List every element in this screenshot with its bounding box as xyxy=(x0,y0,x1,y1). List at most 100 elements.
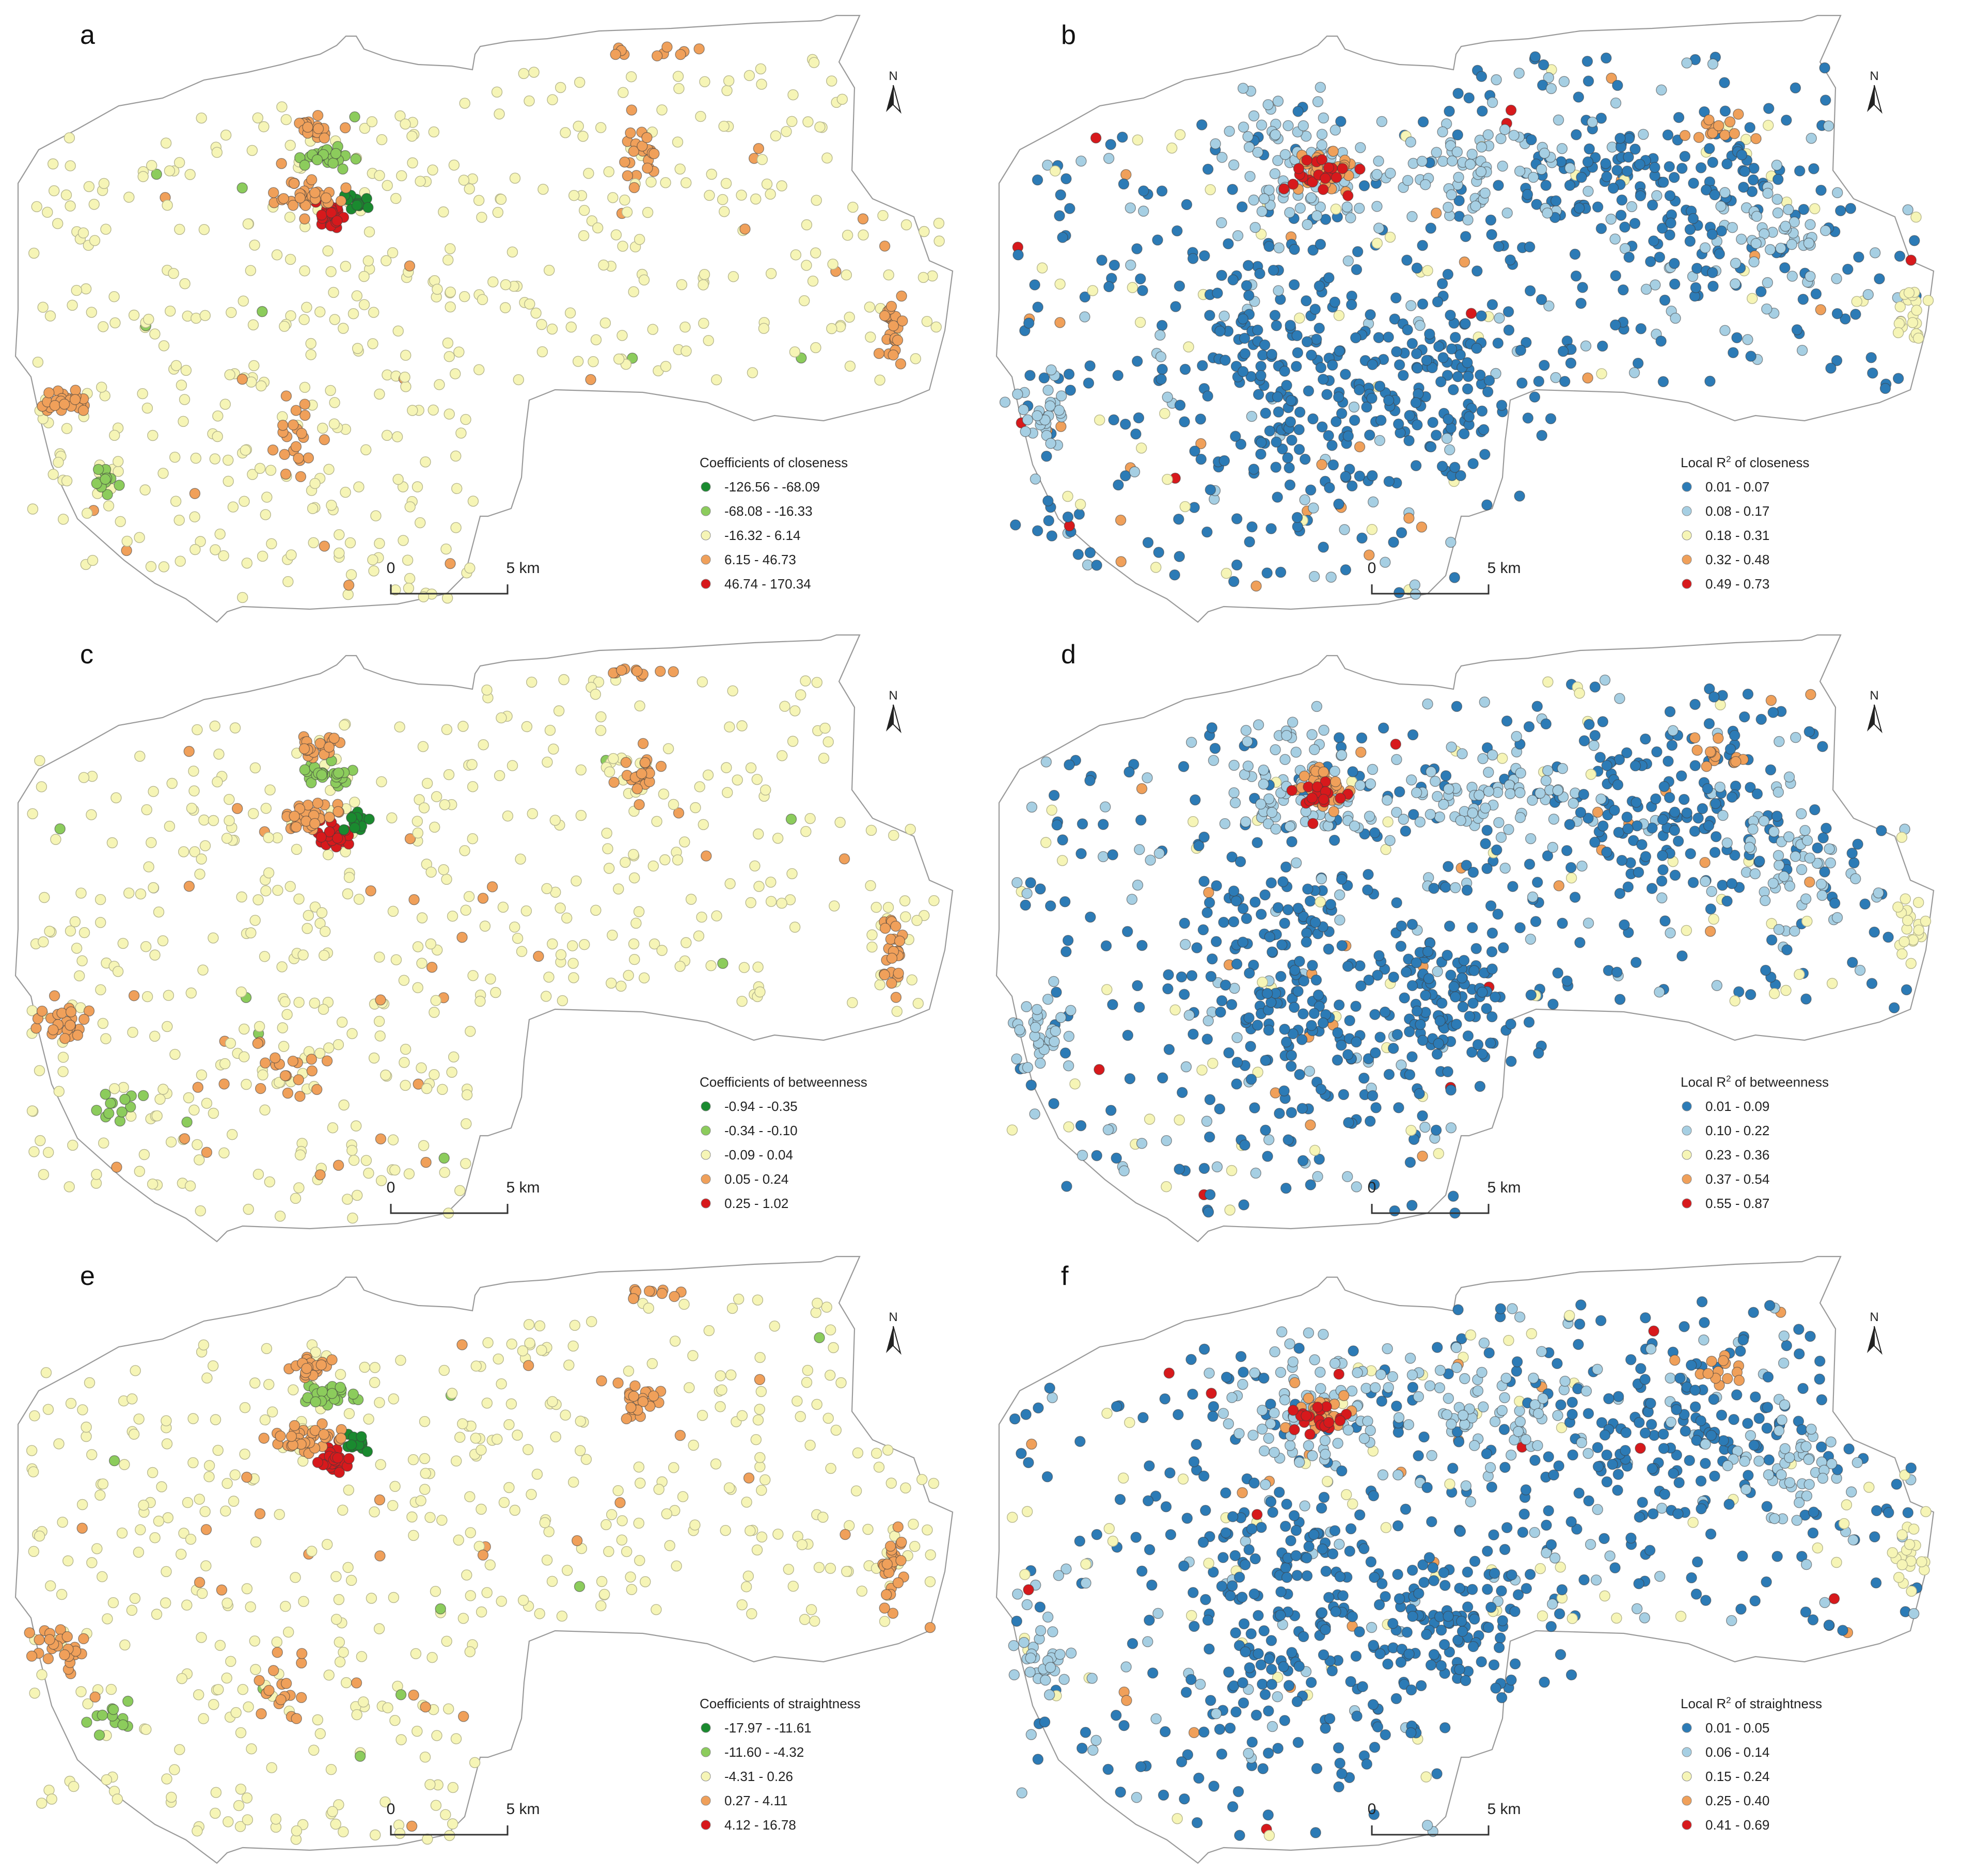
sample-point xyxy=(658,788,670,800)
sample-point xyxy=(754,1352,766,1363)
sample-point xyxy=(443,1703,454,1714)
sample-point xyxy=(543,264,555,276)
sample-point xyxy=(770,130,782,141)
sample-point xyxy=(795,1411,806,1422)
sample-point xyxy=(1601,52,1612,64)
sample-point xyxy=(1491,74,1502,86)
sample-point xyxy=(638,274,650,285)
sample-point xyxy=(1583,185,1594,197)
sample-point xyxy=(617,241,628,252)
legend-class-label: -17.97 - -11.61 xyxy=(724,1720,812,1736)
sample-point xyxy=(1810,288,1822,299)
sample-point xyxy=(406,1820,418,1832)
sample-point xyxy=(444,351,455,362)
sample-point xyxy=(1228,787,1240,799)
sample-point xyxy=(1134,844,1145,855)
sample-point xyxy=(1318,542,1329,553)
sample-point xyxy=(1145,854,1156,866)
sample-point xyxy=(183,881,195,892)
sample-point xyxy=(169,1764,180,1775)
sample-point xyxy=(492,206,503,218)
sample-point xyxy=(1199,250,1210,262)
sample-point xyxy=(1781,944,1793,956)
sample-point xyxy=(1789,926,1800,937)
sample-point xyxy=(1100,940,1112,951)
sample-point xyxy=(787,1581,799,1592)
sample-point xyxy=(1253,389,1264,400)
sample-point xyxy=(408,1530,419,1541)
sample-point xyxy=(1333,999,1345,1011)
legend-swatch xyxy=(1682,1125,1692,1136)
sample-point xyxy=(1059,896,1071,908)
sample-point xyxy=(1651,190,1663,201)
sample-point xyxy=(1539,148,1550,159)
sample-point xyxy=(407,1454,419,1466)
sample-point xyxy=(86,809,97,820)
sample-point xyxy=(160,137,172,149)
sample-point xyxy=(1727,222,1738,233)
sample-point xyxy=(367,338,378,349)
sample-point xyxy=(186,803,198,814)
sample-point xyxy=(241,1471,252,1483)
sample-point xyxy=(1211,880,1222,892)
sample-point xyxy=(341,1677,352,1689)
sample-point xyxy=(441,873,452,885)
sample-point xyxy=(1703,820,1715,832)
sample-point xyxy=(1317,1017,1329,1029)
sample-point xyxy=(374,170,385,181)
sample-point xyxy=(59,1033,71,1044)
sample-point xyxy=(1120,169,1132,180)
sample-point xyxy=(1263,184,1275,196)
sample-point xyxy=(410,1648,422,1659)
sample-point xyxy=(1780,220,1791,232)
sample-point xyxy=(420,456,431,468)
sample-point xyxy=(77,1404,88,1416)
sample-point xyxy=(1374,435,1385,446)
sample-point xyxy=(160,1597,171,1609)
sample-point xyxy=(930,321,942,333)
sample-point xyxy=(415,176,426,187)
sample-point xyxy=(802,116,814,128)
legend-swatch xyxy=(701,1125,711,1136)
legend-title: Local R2 of betweenness xyxy=(1681,1074,1829,1090)
sample-point xyxy=(60,189,72,201)
sample-point xyxy=(1912,332,1924,344)
sample-point xyxy=(928,1477,940,1489)
sample-point xyxy=(312,123,324,134)
sample-point xyxy=(1406,338,1418,349)
sample-point xyxy=(333,1159,344,1171)
sample-point xyxy=(1762,277,1774,289)
sample-point xyxy=(400,1079,411,1091)
sample-point xyxy=(1309,917,1321,928)
sample-point xyxy=(178,846,189,857)
legend-swatch xyxy=(701,1795,711,1806)
legend-class-label: -16.32 - 6.14 xyxy=(724,528,800,543)
sample-point xyxy=(536,346,548,358)
sample-point xyxy=(459,98,470,109)
sample-point xyxy=(1138,185,1149,197)
sample-point xyxy=(164,820,176,832)
sample-point xyxy=(343,1484,354,1496)
sample-point xyxy=(1278,1085,1290,1096)
sample-point xyxy=(76,1499,88,1511)
sample-point xyxy=(1669,278,1681,290)
sample-point xyxy=(1246,521,1258,533)
sample-point xyxy=(1492,909,1504,920)
sample-point xyxy=(243,1203,254,1215)
sample-point xyxy=(200,1560,212,1571)
sample-point xyxy=(808,57,820,68)
sample-point xyxy=(604,766,615,777)
sample-point xyxy=(1807,1614,1819,1626)
sample-point xyxy=(755,63,767,75)
sample-point xyxy=(1327,146,1339,157)
sample-point xyxy=(84,1377,96,1389)
sample-point xyxy=(315,1359,327,1371)
sample-point xyxy=(474,995,486,1007)
sample-point xyxy=(618,87,629,98)
sample-point xyxy=(147,1467,159,1478)
sample-point xyxy=(100,473,111,485)
sample-point xyxy=(540,991,552,1002)
sample-point xyxy=(1704,926,1716,937)
sample-point xyxy=(1202,1206,1214,1218)
sample-point xyxy=(44,310,56,322)
